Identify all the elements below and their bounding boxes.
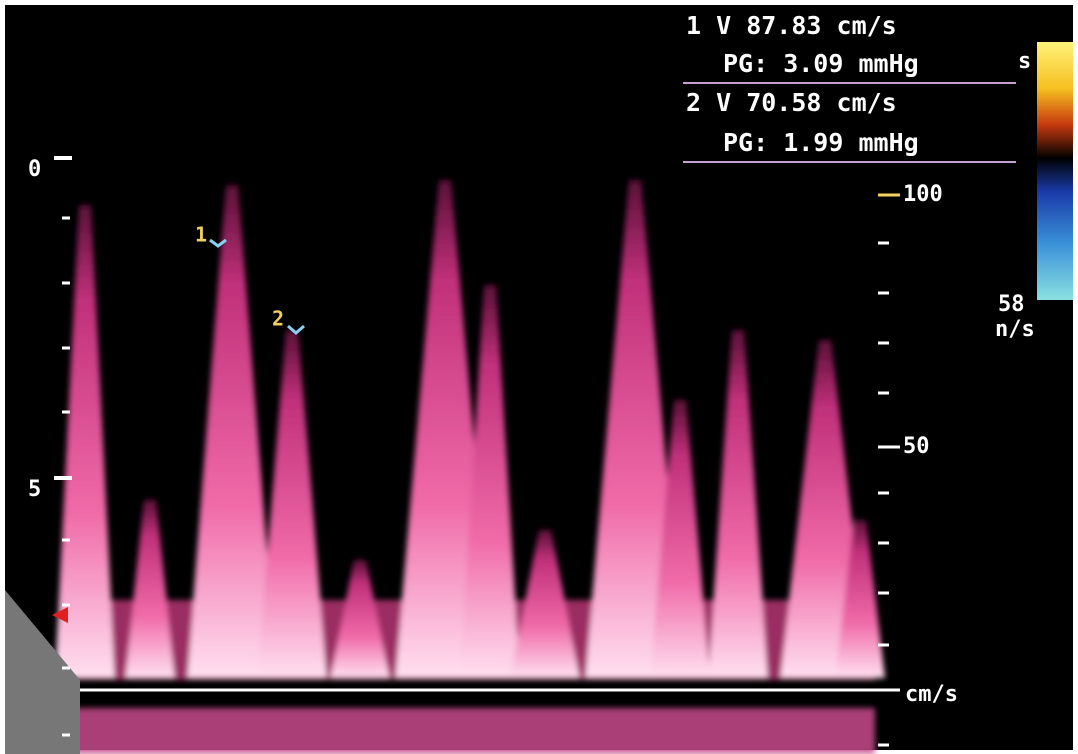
spectral-peak	[585, 180, 685, 678]
depth-scale: 0 5	[28, 156, 72, 737]
depth-marker	[52, 607, 68, 623]
color-bar-text: n/s	[995, 317, 1035, 342]
velocity-reading: 2 V 70.58 cm/s	[686, 88, 897, 117]
velocity-reading: 1 V 87.83 cm/s	[686, 11, 897, 40]
spectral-peak	[125, 500, 175, 678]
gradient-reading: PG: 3.09 mmHg	[723, 49, 919, 78]
velocity-label: 100	[903, 182, 943, 207]
cursor	[209, 238, 227, 248]
spectral-peak	[460, 285, 520, 678]
spectral-peak	[187, 185, 277, 678]
gradient-reading: PG: 1.99 mmHg	[723, 128, 919, 157]
cursor	[287, 324, 305, 335]
velocity-scale: 100 50 cm/s	[878, 182, 958, 747]
spectral-waveform	[55, 180, 885, 680]
spectral-peak	[330, 560, 390, 678]
spectral-peak	[650, 400, 710, 678]
color-bar	[1037, 42, 1073, 300]
spectral-peak	[708, 330, 768, 678]
depth-label: 0	[28, 157, 41, 182]
depth-label: 5	[28, 477, 41, 502]
cursor-label: 1	[195, 223, 207, 247]
cursor-label: 2	[272, 307, 284, 331]
spectral-peak	[510, 530, 580, 678]
b-mode-thumbnail	[5, 590, 80, 754]
color-bar-text: 58	[998, 292, 1025, 317]
spectral-peak	[257, 330, 327, 678]
measurement-box: 1 V 87.83 cm/s PG: 3.09 mmHg 2 V 70.58 c…	[683, 5, 1018, 163]
color-bar-text: s	[1018, 49, 1031, 74]
velocity-label: 50	[903, 434, 930, 459]
spectral-peak	[55, 205, 115, 678]
velocity-unit: cm/s	[905, 682, 958, 707]
lower-spectrum	[75, 708, 875, 754]
spectral-peak	[835, 520, 885, 678]
